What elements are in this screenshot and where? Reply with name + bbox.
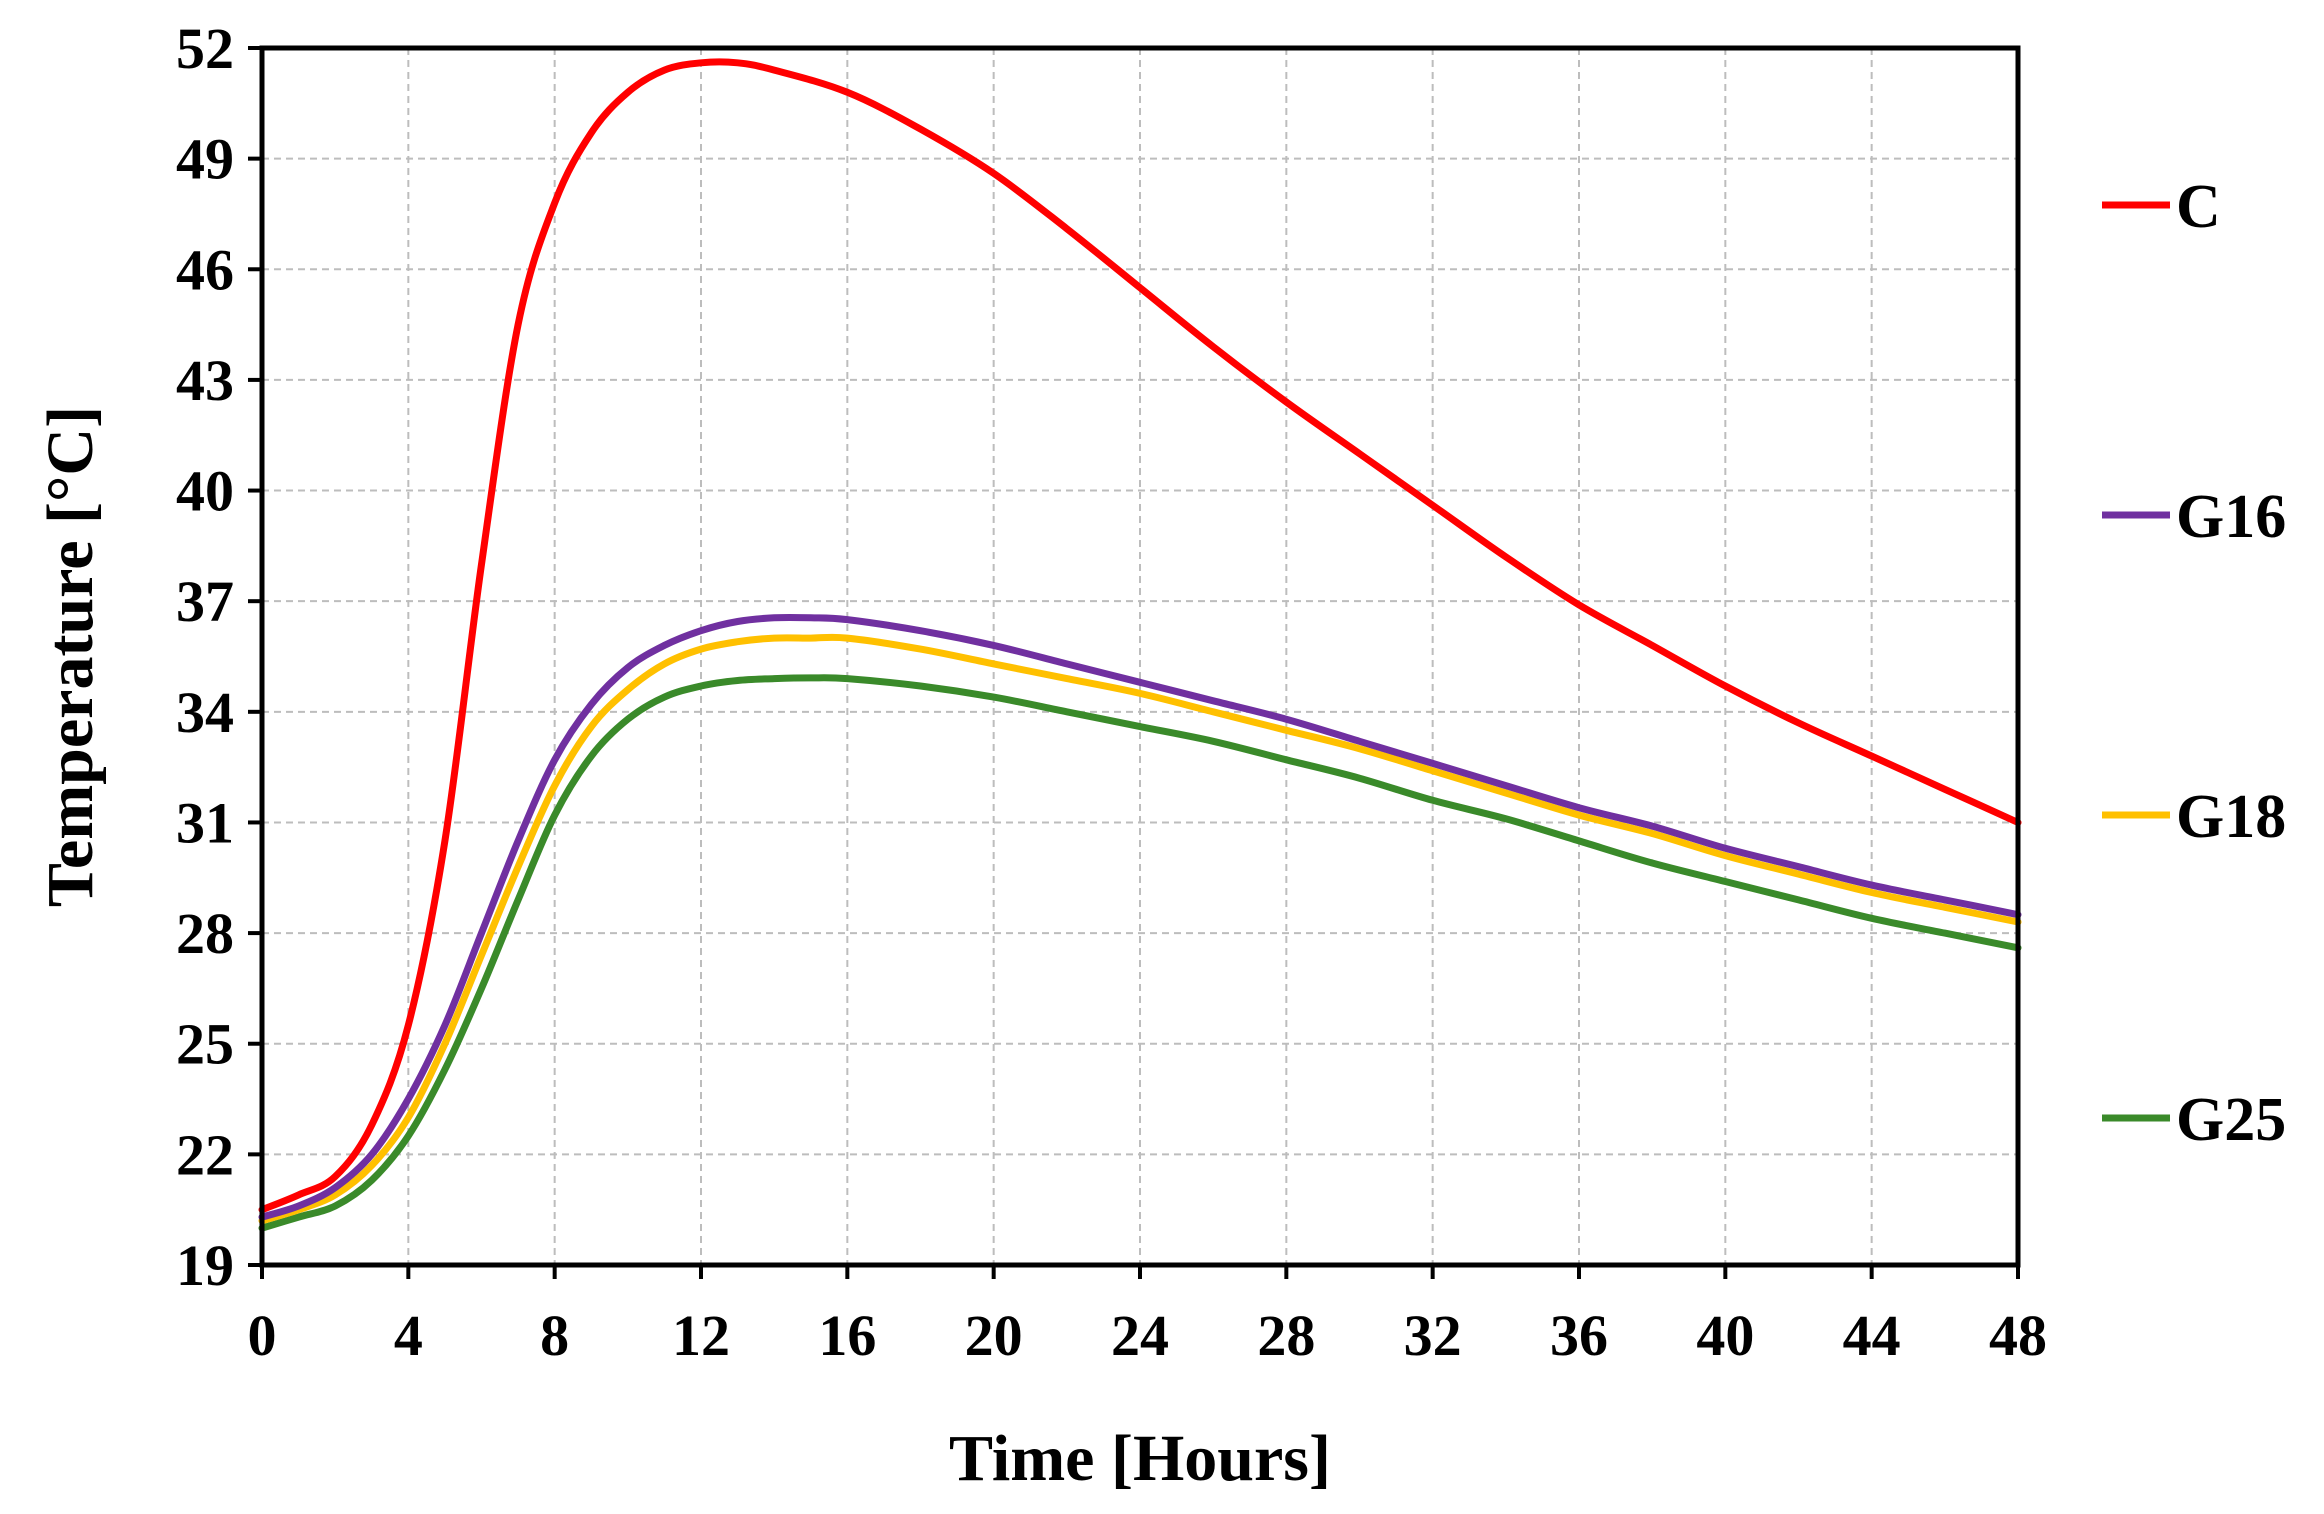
legend: C G16 G18 G25 (2102, 173, 2286, 1154)
x-tick-label: 20 (965, 1303, 1023, 1368)
y-tick-label: 28 (176, 901, 234, 966)
x-tick-label: 12 (672, 1303, 730, 1368)
y-tick-label: 22 (176, 1122, 234, 1187)
x-tick-label: 8 (540, 1303, 569, 1368)
x-tick-label: 48 (1989, 1303, 2047, 1368)
y-tick-label: 40 (176, 459, 234, 524)
x-tick-label: 44 (1843, 1303, 1901, 1368)
x-axis-title: Time [Hours] (949, 1422, 1331, 1495)
legend-label: C (2176, 173, 2221, 241)
series-lines (258, 58, 2022, 1232)
legend-label: G25 (2176, 1086, 2286, 1154)
x-tick-label: 0 (248, 1303, 277, 1368)
series-line-g16 (258, 613, 2022, 1221)
x-tick-label: 28 (1257, 1303, 1315, 1368)
y-axis-title: Temperature [°C] (34, 406, 107, 907)
x-tick-label: 24 (1111, 1303, 1169, 1368)
y-tick-label: 52 (176, 16, 234, 81)
series-line-g18 (258, 633, 2022, 1225)
y-tick-label: 34 (176, 680, 234, 745)
series-line-c (258, 58, 2022, 1214)
x-tick-label: 32 (1404, 1303, 1462, 1368)
y-tick-label: 31 (176, 790, 234, 855)
x-tick-label: 40 (1696, 1303, 1754, 1368)
grid (262, 48, 2018, 1265)
x-tick-label: 36 (1550, 1303, 1608, 1368)
legend-item-g18: G18 (2102, 783, 2286, 851)
axis-ticks: 0 4 8 12 16 20 24 28 32 36 40 44 4819222528313437404… (176, 16, 2047, 1368)
legend-label: G16 (2176, 483, 2286, 551)
legend-item-g25: G25 (2102, 1086, 2286, 1154)
y-tick-label: 25 (176, 1012, 234, 1077)
legend-label: G18 (2176, 783, 2286, 851)
y-tick-label: 43 (176, 348, 234, 413)
x-tick-label: 16 (818, 1303, 876, 1368)
y-tick-label: 46 (176, 237, 234, 302)
y-tick-label: 19 (176, 1233, 234, 1298)
series-line-g25 (258, 674, 2022, 1232)
y-tick-label: 37 (176, 569, 234, 634)
y-tick-label: 49 (176, 127, 234, 192)
legend-item-c: C (2102, 173, 2221, 241)
x-tick-label: 4 (394, 1303, 423, 1368)
legend-item-g16: G16 (2102, 483, 2286, 551)
